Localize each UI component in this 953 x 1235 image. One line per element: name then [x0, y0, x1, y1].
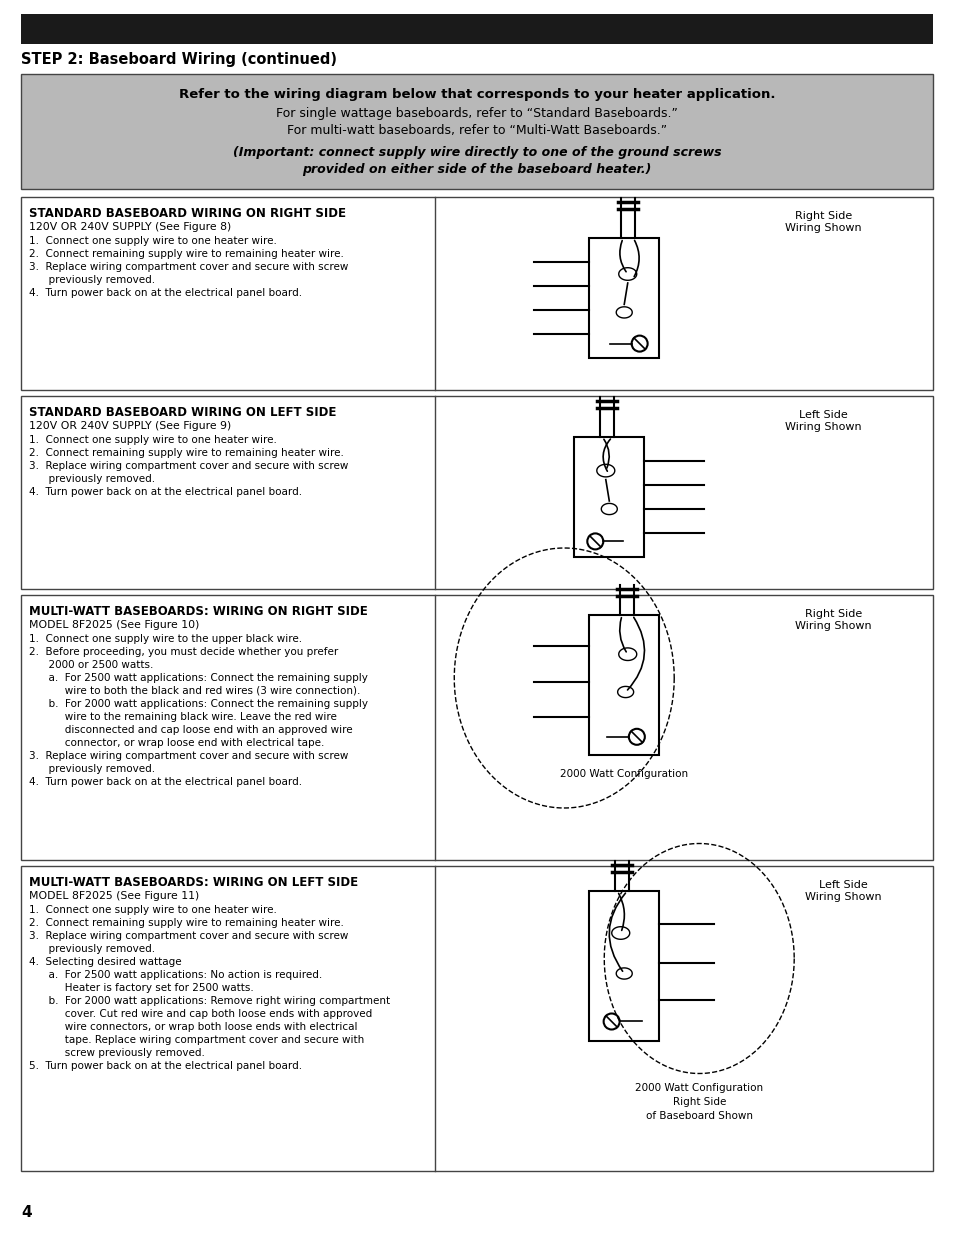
Polygon shape: [616, 968, 632, 979]
Text: STANDARD BASEBOARD WIRING ON LEFT SIDE: STANDARD BASEBOARD WIRING ON LEFT SIDE: [29, 406, 336, 419]
Text: Right Side
Wiring Shown: Right Side Wiring Shown: [784, 211, 861, 232]
Text: wire to both the black and red wires (3 wire connection).: wire to both the black and red wires (3 …: [29, 685, 360, 697]
Text: 2000 Watt Configuration: 2000 Watt Configuration: [559, 769, 687, 779]
Text: 120V OR 240V SUPPLY (See Figure 8): 120V OR 240V SUPPLY (See Figure 8): [29, 222, 231, 232]
Text: previously removed.: previously removed.: [29, 944, 155, 953]
Bar: [21, 198, 932, 390]
Text: 5.  Turn power back on at the electrical panel board.: 5. Turn power back on at the electrical …: [29, 1061, 302, 1071]
Text: 3.  Replace wiring compartment cover and secure with screw: 3. Replace wiring compartment cover and …: [29, 461, 348, 471]
Bar: [21, 74, 932, 189]
Text: 1.  Connect one supply wire to one heater wire.: 1. Connect one supply wire to one heater…: [29, 435, 276, 445]
Text: 2000 or 2500 watts.: 2000 or 2500 watts.: [29, 659, 153, 671]
Text: STANDARD BASEBOARD WIRING ON RIGHT SIDE: STANDARD BASEBOARD WIRING ON RIGHT SIDE: [29, 207, 346, 220]
Text: previously removed.: previously removed.: [29, 474, 155, 484]
Text: 4.  Selecting desired wattage: 4. Selecting desired wattage: [29, 957, 181, 967]
Text: b.  For 2000 watt applications: Remove right wiring compartment: b. For 2000 watt applications: Remove ri…: [29, 995, 390, 1007]
Bar: [589, 890, 659, 1041]
Polygon shape: [616, 306, 632, 317]
Text: MULTI-WATT BASEBOARDS: WIRING ON RIGHT SIDE: MULTI-WATT BASEBOARDS: WIRING ON RIGHT S…: [29, 605, 367, 618]
Text: screw previously removed.: screw previously removed.: [29, 1049, 205, 1058]
Text: wire to the remaining black wire. Leave the red wire: wire to the remaining black wire. Leave …: [29, 713, 336, 722]
Polygon shape: [600, 504, 617, 515]
Bar: [589, 238, 659, 358]
Text: 3.  Replace wiring compartment cover and secure with screw: 3. Replace wiring compartment cover and …: [29, 262, 348, 272]
Text: wire connectors, or wrap both loose ends with electrical: wire connectors, or wrap both loose ends…: [29, 1023, 357, 1032]
Text: 120V OR 240V SUPPLY (See Figure 9): 120V OR 240V SUPPLY (See Figure 9): [29, 421, 231, 431]
Text: (Important: connect supply wire directly to one of the ground screws: (Important: connect supply wire directly…: [233, 146, 720, 159]
Circle shape: [587, 534, 602, 550]
Polygon shape: [597, 464, 614, 477]
Bar: [21, 14, 932, 44]
Text: 4.  Turn power back on at the electrical panel board.: 4. Turn power back on at the electrical …: [29, 487, 302, 496]
Text: 2000 Watt Configuration: 2000 Watt Configuration: [635, 1083, 762, 1093]
Text: 2.  Connect remaining supply wire to remaining heater wire.: 2. Connect remaining supply wire to rema…: [29, 918, 343, 927]
Text: 2.  Connect remaining supply wire to remaining heater wire.: 2. Connect remaining supply wire to rema…: [29, 249, 343, 259]
Text: 3.  Replace wiring compartment cover and secure with screw: 3. Replace wiring compartment cover and …: [29, 751, 348, 761]
Text: For multi-watt baseboards, refer to “Multi-Watt Baseboards.”: For multi-watt baseboards, refer to “Mul…: [287, 124, 666, 137]
Text: Left Side
Wiring Shown: Left Side Wiring Shown: [804, 881, 881, 902]
Text: of Baseboard Shown: of Baseboard Shown: [645, 1112, 752, 1121]
Text: 3.  Replace wiring compartment cover and secure with screw: 3. Replace wiring compartment cover and …: [29, 931, 348, 941]
Circle shape: [631, 336, 647, 352]
Text: 1.  Connect one supply wire to one heater wire.: 1. Connect one supply wire to one heater…: [29, 236, 276, 246]
Text: For single wattage baseboards, refer to “Standard Baseboards.”: For single wattage baseboards, refer to …: [275, 107, 678, 120]
Bar: [589, 615, 659, 755]
Circle shape: [628, 729, 644, 745]
Text: 1.  Connect one supply wire to one heater wire.: 1. Connect one supply wire to one heater…: [29, 905, 276, 915]
Text: a.  For 2500 watt applications: Connect the remaining supply: a. For 2500 watt applications: Connect t…: [29, 673, 368, 683]
Circle shape: [603, 1014, 619, 1030]
Text: 4.  Turn power back on at the electrical panel board.: 4. Turn power back on at the electrical …: [29, 288, 302, 298]
Text: 2.  Before proceeding, you must decide whether you prefer: 2. Before proceeding, you must decide wh…: [29, 647, 338, 657]
Polygon shape: [617, 687, 633, 698]
Text: Left Side
Wiring Shown: Left Side Wiring Shown: [784, 410, 861, 431]
Text: previously removed.: previously removed.: [29, 275, 155, 285]
Text: a.  For 2500 watt applications: No action is required.: a. For 2500 watt applications: No action…: [29, 969, 322, 981]
Text: Heater is factory set for 2500 watts.: Heater is factory set for 2500 watts.: [29, 983, 253, 993]
Text: provided on either side of the baseboard heater.): provided on either side of the baseboard…: [302, 163, 651, 177]
Polygon shape: [611, 926, 629, 940]
Text: 4.  Turn power back on at the electrical panel board.: 4. Turn power back on at the electrical …: [29, 777, 302, 787]
Text: previously removed.: previously removed.: [29, 764, 155, 774]
Bar: [21, 396, 932, 589]
Text: MODEL 8F2025 (See Figure 11): MODEL 8F2025 (See Figure 11): [29, 890, 199, 902]
Text: b.  For 2000 watt applications: Connect the remaining supply: b. For 2000 watt applications: Connect t…: [29, 699, 368, 709]
Text: Refer to the wiring diagram below that corresponds to your heater application.: Refer to the wiring diagram below that c…: [178, 88, 775, 101]
Text: disconnected and cap loose end with an approved wire: disconnected and cap loose end with an a…: [29, 725, 353, 735]
Polygon shape: [618, 648, 636, 661]
Polygon shape: [618, 268, 636, 280]
Text: 1.  Connect one supply wire to the upper black wire.: 1. Connect one supply wire to the upper …: [29, 634, 302, 643]
Text: 4: 4: [21, 1205, 31, 1220]
Text: Right Side: Right Side: [672, 1098, 725, 1108]
Bar: [574, 437, 643, 557]
Text: cover. Cut red wire and cap both loose ends with approved: cover. Cut red wire and cap both loose e…: [29, 1009, 372, 1019]
Bar: [21, 595, 932, 860]
Text: 2.  Connect remaining supply wire to remaining heater wire.: 2. Connect remaining supply wire to rema…: [29, 448, 343, 458]
Text: STEP 2: Baseboard Wiring (continued): STEP 2: Baseboard Wiring (continued): [21, 52, 336, 67]
Text: MODEL 8F2025 (See Figure 10): MODEL 8F2025 (See Figure 10): [29, 620, 199, 630]
Text: tape. Replace wiring compartment cover and secure with: tape. Replace wiring compartment cover a…: [29, 1035, 364, 1045]
Text: MULTI-WATT BASEBOARDS: WIRING ON LEFT SIDE: MULTI-WATT BASEBOARDS: WIRING ON LEFT SI…: [29, 876, 357, 889]
Text: connector, or wrap loose end with electrical tape.: connector, or wrap loose end with electr…: [29, 739, 324, 748]
Bar: [21, 866, 932, 1171]
Text: Right Side
Wiring Shown: Right Side Wiring Shown: [794, 609, 871, 631]
